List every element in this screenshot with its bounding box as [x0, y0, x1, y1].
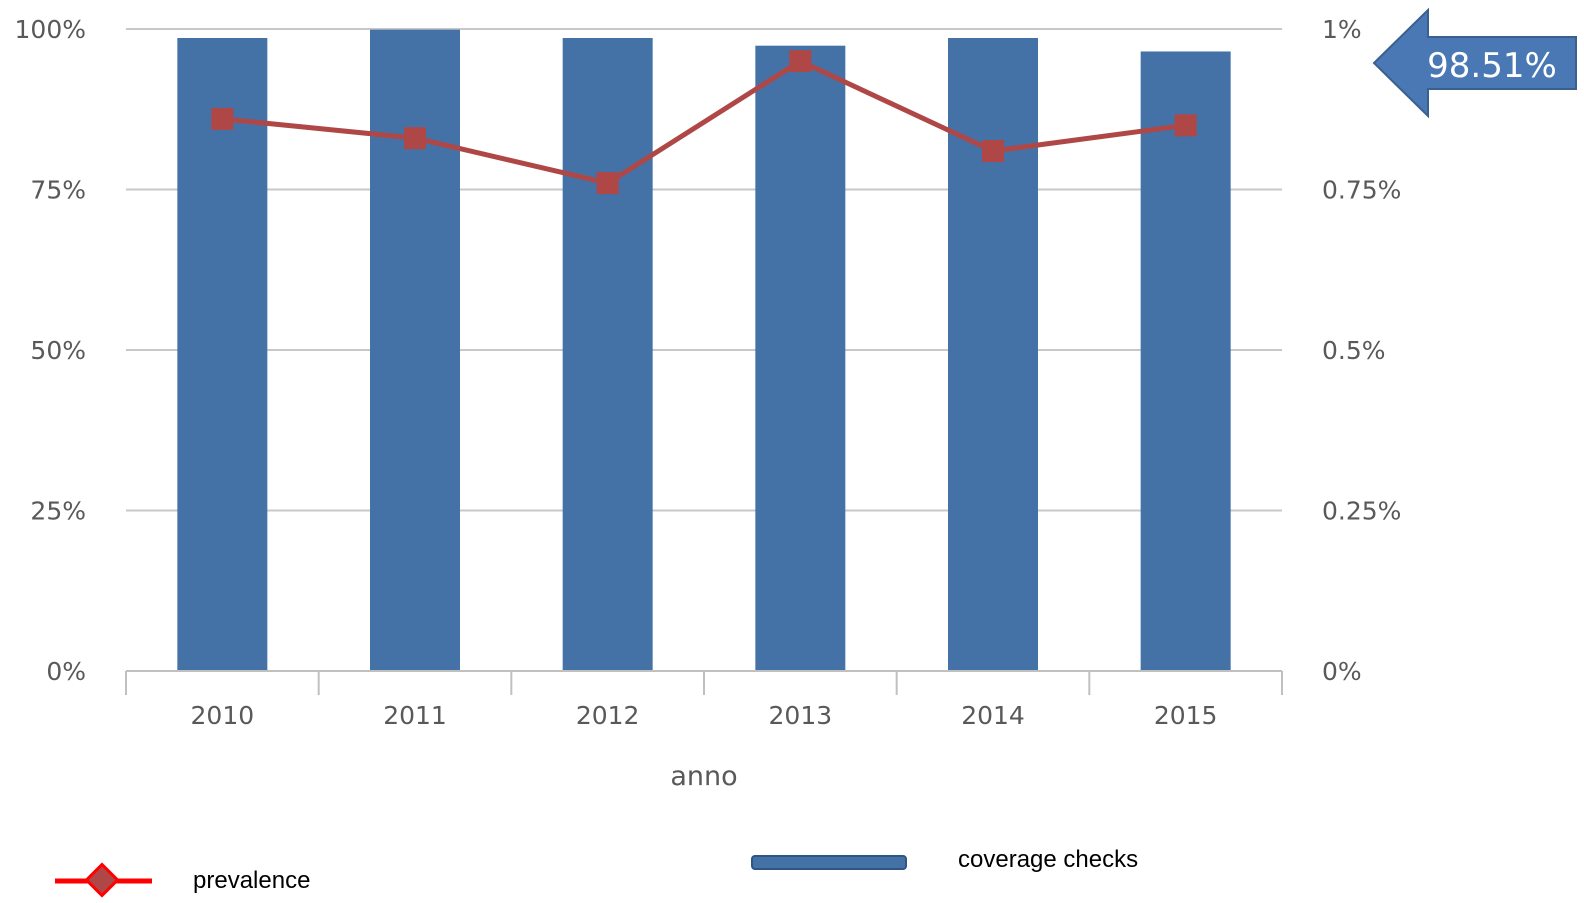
x-tick-label: 2010	[191, 701, 255, 730]
x-axis-title: anno	[670, 761, 737, 792]
y-right-tick-label: 1%	[1322, 15, 1362, 44]
legend-item-prevalence: prevalence	[55, 862, 310, 898]
x-tick-label: 2013	[769, 701, 833, 730]
y-left-tick-label: 75%	[30, 176, 86, 205]
bar-2010	[177, 37, 268, 672]
x-tick-label: 2011	[383, 701, 447, 730]
bar-2011	[370, 29, 460, 671]
x-tick-label: 2015	[1154, 701, 1218, 730]
axes: 0% 25% 50% 75% 100% 0% 0.25% 0.5% 0.75% 1% 2010 201…	[15, 15, 1402, 730]
prevalence-point-2014	[982, 139, 1004, 162]
bar-2014	[948, 37, 1038, 672]
prevalence-line-series	[211, 50, 1197, 195]
x-tick-label: 2012	[576, 701, 640, 730]
prevalence-point-2013	[789, 50, 812, 73]
prevalence-point-2010	[211, 107, 234, 130]
y-right-tick-label: 0.25%	[1322, 497, 1401, 526]
bar-2015	[1140, 51, 1231, 672]
legend-prevalence-label: prevalence	[193, 867, 310, 894]
legend-coverage-checks-label: coverage checks	[958, 846, 1138, 873]
legend-coverage-bar-icon	[751, 855, 907, 870]
x-tick-label: 2014	[961, 701, 1025, 730]
prevalence-point-2015	[1174, 114, 1197, 137]
y-right-tick-label: 0%	[1322, 657, 1362, 686]
y-left-tick-label: 0%	[46, 657, 86, 686]
legend-item-coverage-checks: coverage checks	[751, 846, 1138, 873]
y-right-tick-label: 0.75%	[1322, 176, 1401, 205]
value-callout: 98.51%	[1372, 7, 1577, 119]
y-left-tick-label: 100%	[15, 15, 86, 44]
prevalence-point-2012	[596, 172, 619, 195]
legend-prevalence-diamond-icon	[84, 862, 120, 898]
gridlines	[126, 28, 1282, 512]
y-left-tick-label: 25%	[30, 497, 86, 526]
callout-value: 98.51%	[1427, 46, 1557, 86]
bar-2012	[562, 37, 653, 672]
coverage-checks-bars	[177, 29, 1231, 672]
legend: prevalence coverage checks	[55, 846, 1138, 898]
bar-2013	[755, 45, 846, 671]
y-right-tick-label: 0.5%	[1322, 336, 1386, 365]
prevalence-line	[222, 58, 1187, 186]
prevalence-point-2011	[404, 127, 426, 150]
callout-left-arrow-icon	[1372, 7, 1577, 119]
y-left-tick-label: 50%	[30, 336, 86, 365]
